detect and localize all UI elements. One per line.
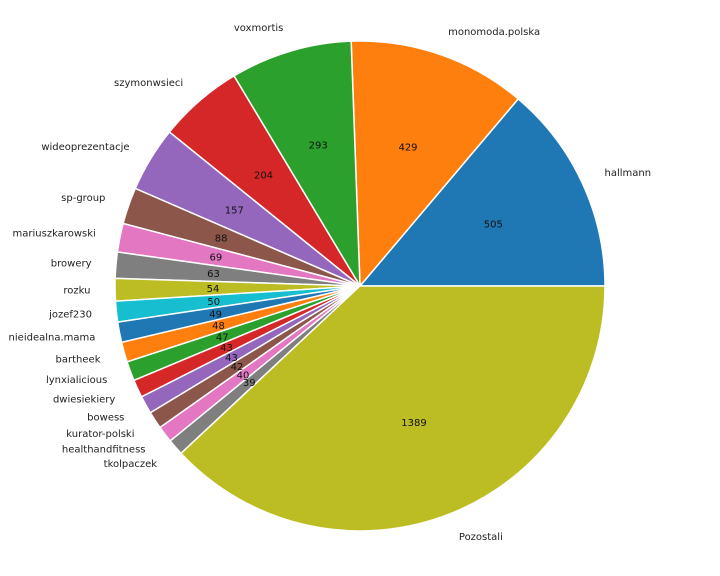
slice-category-label: jozef230 <box>48 310 92 321</box>
slice-category-label: sp-group <box>61 193 105 204</box>
slice-category-label: szymonwsieci <box>114 78 183 89</box>
slice-category-label: Pozostali <box>459 532 503 543</box>
slice-value-label: 48 <box>212 321 225 332</box>
slice-value-label: 1389 <box>401 418 426 429</box>
slice-value-label: 88 <box>215 233 228 244</box>
slice-value-label: 40 <box>237 371 250 382</box>
slice-value-label: 505 <box>484 220 503 231</box>
slice-category-label: bartheek <box>56 354 101 365</box>
slice-value-label: 63 <box>207 269 220 280</box>
slice-category-label: rozku <box>63 286 90 297</box>
slice-value-label: 50 <box>207 297 220 308</box>
slice-value-label: 293 <box>309 141 328 152</box>
slice-category-label: wideoprezentacje <box>41 142 129 153</box>
slice-value-label: 54 <box>207 284 220 295</box>
slice-category-label: lynxialicious <box>46 375 107 386</box>
slice-value-label: 429 <box>398 143 417 154</box>
slice-category-label: voxmortis <box>234 23 284 34</box>
slice-value-label: 204 <box>254 171 273 182</box>
slice-category-label: hallmann <box>605 168 652 179</box>
slice-value-label: 43 <box>220 343 233 354</box>
slice-category-label: tkolpaczek <box>104 459 158 470</box>
slice-value-label: 39 <box>243 378 256 389</box>
slice-category-label: kurator-polski <box>66 429 134 440</box>
slice-value-label: 69 <box>210 253 223 264</box>
slice-category-label: monomoda.polska <box>448 27 540 38</box>
pie-value-labels: 5054292932041578869635450494847434342403… <box>207 141 503 430</box>
pie-slices <box>114 40 606 532</box>
pie-slice-monomoda-polska <box>350 40 520 288</box>
pie-slice-pozostali <box>179 285 606 532</box>
slice-category-label: bowess <box>87 412 124 423</box>
slice-category-label: mariuszkarowski <box>13 228 96 239</box>
pie-category-labels: hallmann monomoda.polska voxmortis szymonws… <box>9 23 652 543</box>
slice-value-label: 42 <box>231 362 244 373</box>
slice-category-label: nieidealna.mama <box>9 332 96 343</box>
slice-category-label: browery <box>51 259 92 270</box>
slice-category-label: dwiesiekiery <box>53 395 115 406</box>
slice-value-label: 43 <box>225 353 238 364</box>
pie-slice-hallmann <box>358 97 606 287</box>
pie-slice-voxmortis <box>232 40 361 287</box>
slice-value-label: 49 <box>209 309 222 320</box>
slice-value-label: 47 <box>216 333 229 344</box>
slice-category-label: healthandfitness <box>62 445 146 456</box>
slice-value-label: 157 <box>225 205 244 216</box>
